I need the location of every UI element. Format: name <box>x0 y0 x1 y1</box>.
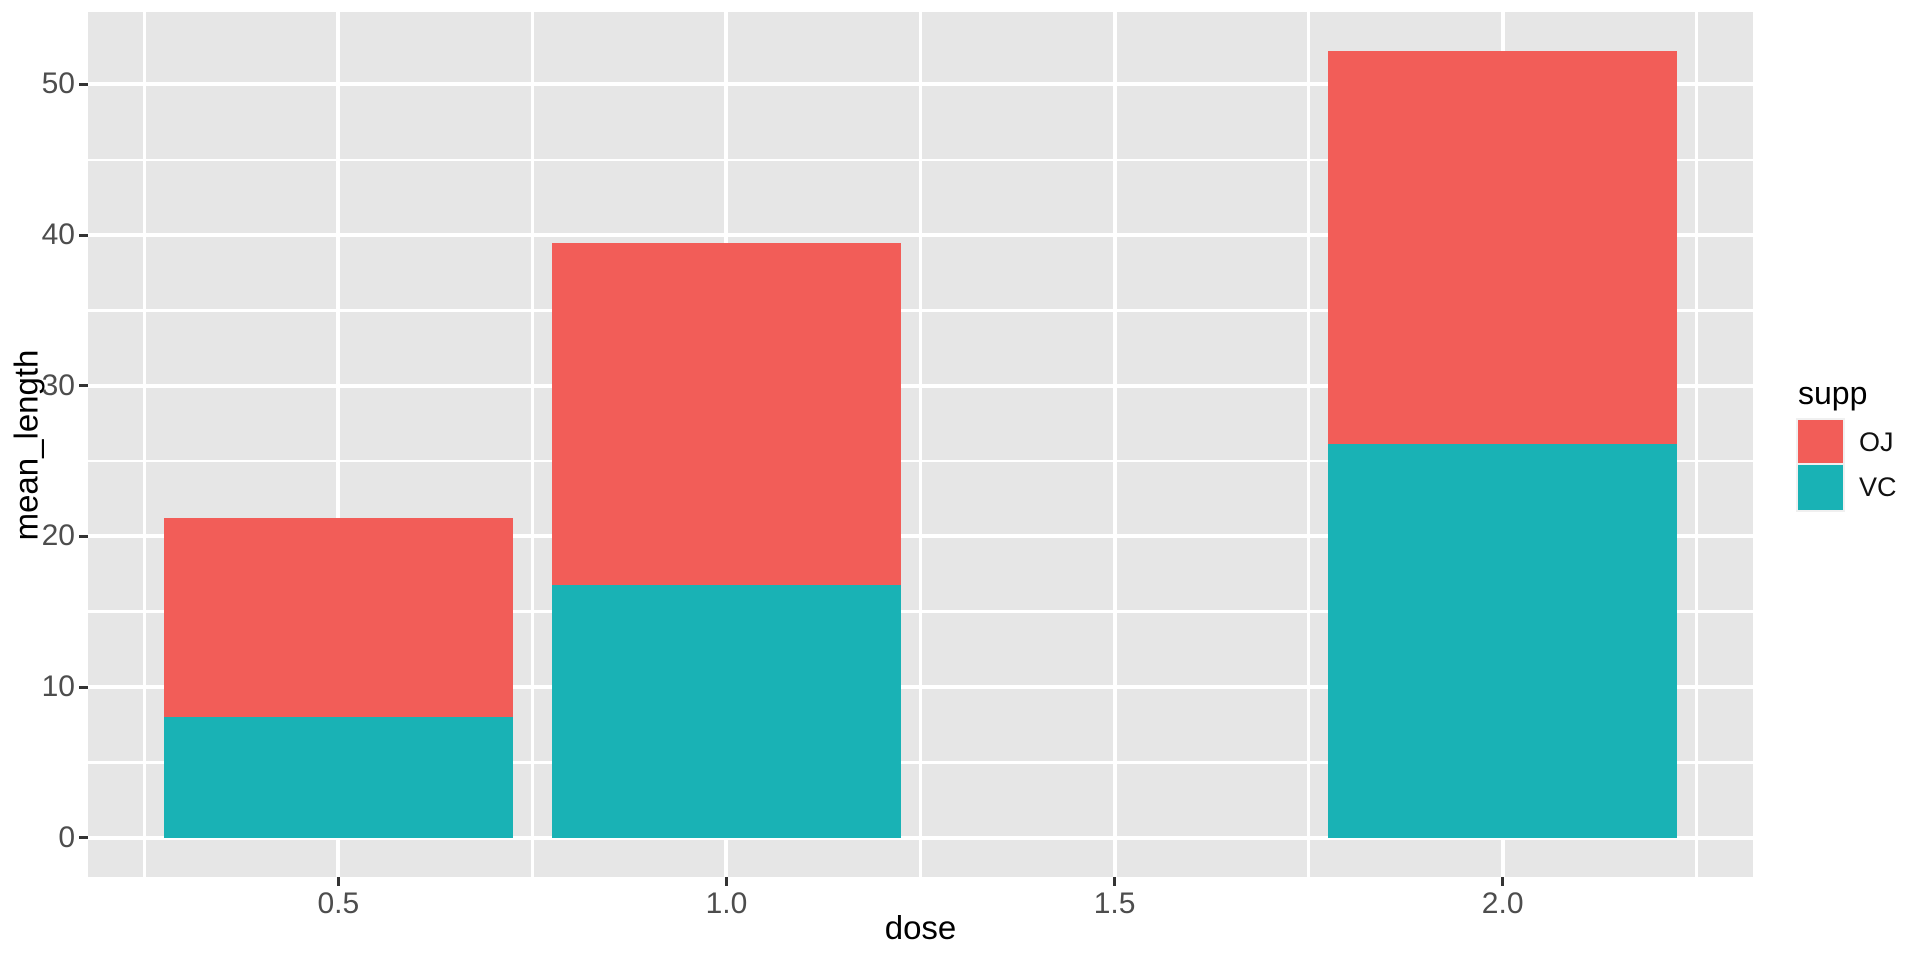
gridline-major-horizontal <box>88 534 1753 539</box>
bar-segment-oj <box>551 243 902 586</box>
x-axis-title-area: dose <box>88 910 1753 946</box>
y-axis-tick-label: 0 <box>58 820 75 854</box>
y-axis-tick-label: 10 <box>41 670 75 704</box>
y-axis-tick <box>79 82 88 86</box>
gridline-major-horizontal <box>88 685 1753 690</box>
legend-swatch-oj <box>1798 420 1843 465</box>
legend-title: supp <box>1798 375 1868 411</box>
legend-label: OJ <box>1859 427 1894 457</box>
x-axis-tick <box>724 877 728 886</box>
x-axis-tick-label: 0.5 <box>317 887 360 920</box>
y-axis-tick-label: 40 <box>41 218 75 252</box>
x-axis-title: dose <box>884 909 957 946</box>
legend-swatch-vc <box>1798 465 1843 510</box>
legend-entry: OJ <box>1798 420 1897 465</box>
y-axis-tick-label: 30 <box>41 368 75 402</box>
gridline-major-vertical <box>336 12 341 877</box>
gridline-minor-vertical <box>919 12 922 877</box>
y-axis-tick-label: 20 <box>41 519 75 553</box>
legend: supp OJ VC <box>1798 374 1897 510</box>
gridline-major-horizontal <box>88 233 1753 238</box>
y-axis-tick <box>79 836 88 840</box>
bar-segment-oj <box>163 518 513 718</box>
y-axis-tick <box>79 534 88 538</box>
y-axis-tick-label: 50 <box>41 67 75 101</box>
bar-segment-vc <box>163 717 513 838</box>
gridline-major-horizontal <box>88 383 1753 388</box>
x-axis-tick <box>1501 877 1505 886</box>
legend-entries: OJ VC <box>1798 420 1897 510</box>
x-axis-tick <box>1113 877 1117 886</box>
gridline-major-vertical <box>1112 12 1117 877</box>
gridline-minor-vertical <box>1695 12 1698 877</box>
x-axis-tick-label: 1.5 <box>1093 887 1136 920</box>
gridline-minor-vertical <box>531 12 534 877</box>
gridline-major-horizontal <box>88 82 1753 87</box>
y-axis-tick <box>79 233 88 237</box>
y-axis-title-area: mean_length <box>0 12 52 877</box>
bar-segment-vc <box>551 585 902 838</box>
gridline-major-horizontal <box>88 835 1753 840</box>
gridline-minor-vertical <box>1307 12 1310 877</box>
gridline-minor-vertical <box>143 12 146 877</box>
y-axis-tick <box>79 384 88 388</box>
plot-panel <box>88 12 1753 877</box>
legend-entry: VC <box>1798 465 1897 510</box>
x-axis-tick-label: 2.0 <box>1481 887 1524 920</box>
x-axis-tick <box>336 877 340 886</box>
bar-segment-oj <box>1328 51 1678 444</box>
x-axis-tick-label: 1.0 <box>705 887 748 920</box>
bar-segment-vc <box>1328 443 1678 838</box>
y-axis-tick <box>79 685 88 689</box>
legend-label: VC <box>1859 472 1897 502</box>
